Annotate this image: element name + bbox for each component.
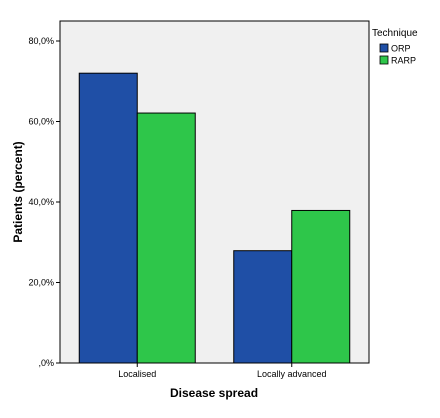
y-axis-title: Patients (percent) [11, 141, 25, 242]
bar-orp-0 [78, 72, 138, 364]
y-tick-label: 80,0% [28, 36, 54, 46]
y-tick-label: 40,0% [28, 197, 54, 207]
x-axis-ticks: Localised Locally advanced [118, 363, 327, 379]
x-tick-label: Localised [118, 369, 156, 379]
legend-label-rarp: RARP [391, 56, 416, 66]
y-tick-label: 60,0% [28, 117, 54, 127]
x-tick-label: Locally advanced [257, 369, 327, 379]
x-axis-title: Disease spread [170, 386, 258, 400]
bar-rarp-1 [291, 209, 351, 364]
bar-rarp-0 [136, 112, 196, 364]
legend-swatch-rarp [379, 55, 389, 65]
bars [78, 72, 351, 364]
legend-swatch-orp [379, 43, 389, 53]
y-tick-label: ,0% [38, 358, 54, 368]
legend: Technique ORP RARP [372, 28, 418, 66]
y-axis-ticks: ,0% 20,0% 40,0% 60,0% 80,0% [28, 36, 60, 368]
y-tick-label: 20,0% [28, 278, 54, 288]
bar-orp-1 [233, 250, 293, 364]
legend-title: Technique [372, 28, 418, 39]
legend-label-orp: ORP [391, 44, 411, 54]
